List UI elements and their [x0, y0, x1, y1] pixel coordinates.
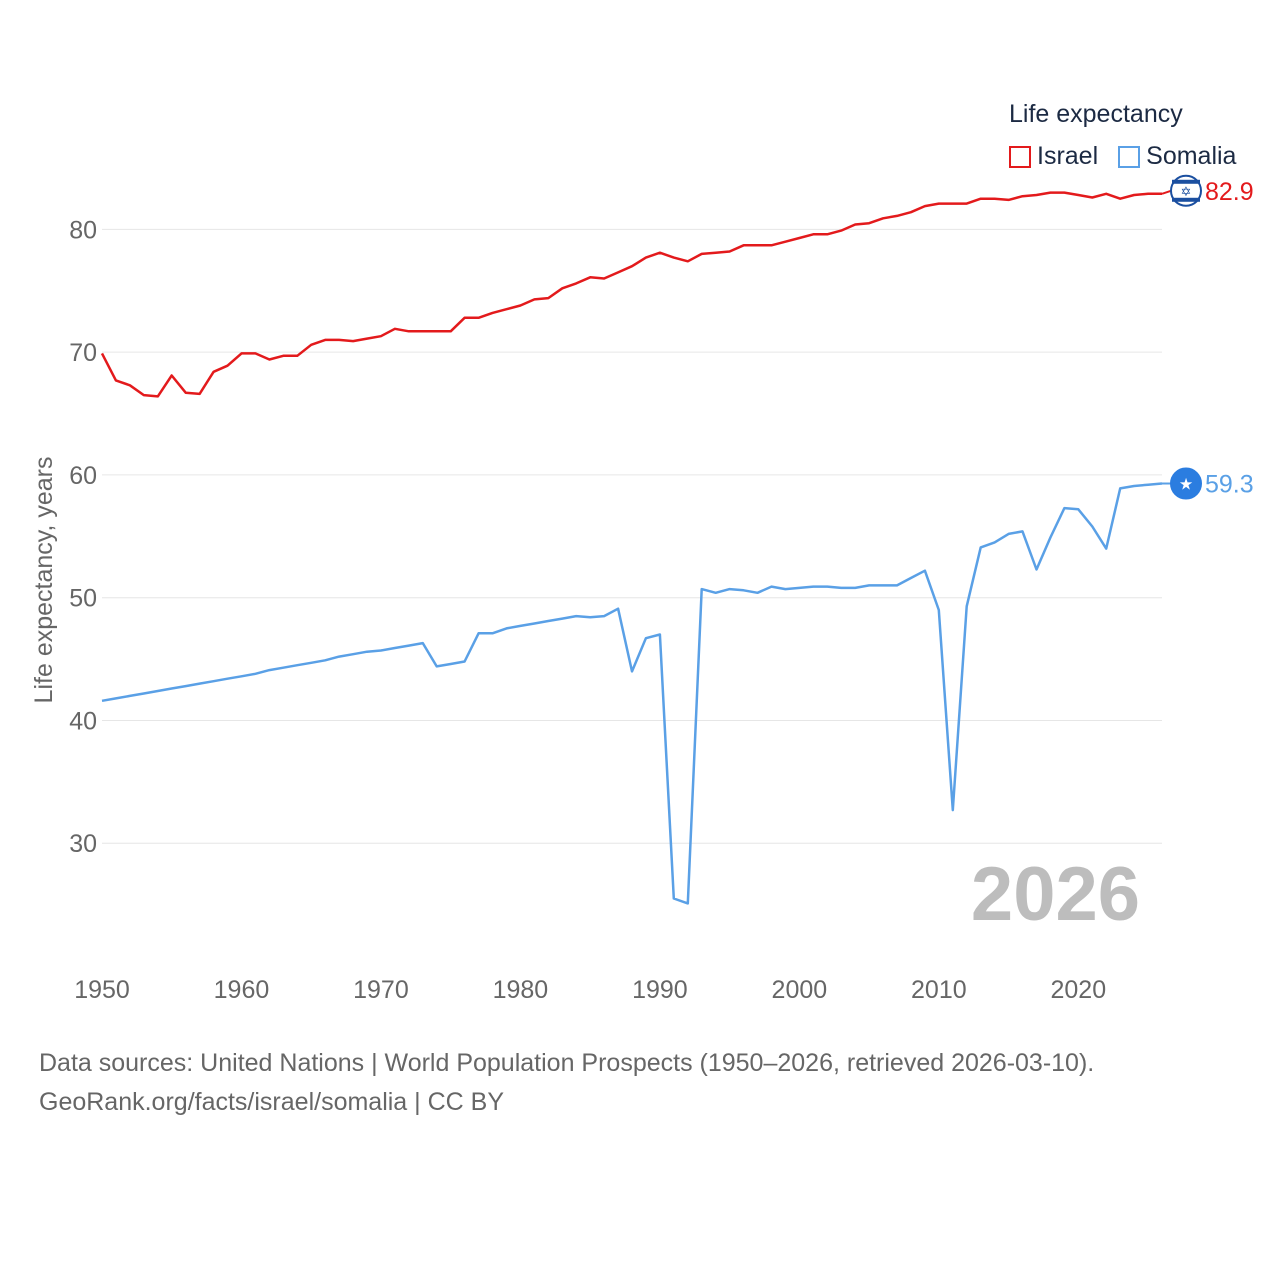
x-tick-label-1960: 1960 — [214, 976, 270, 1004]
y-axis-label: Life expectancy, years — [30, 457, 58, 704]
x-tick-label-1970: 1970 — [353, 976, 409, 1004]
star-of-david-icon: ✡ — [1181, 184, 1192, 199]
end-value-label-israel: 82.9 — [1205, 178, 1254, 206]
series-line-somalia — [101, 482, 1163, 905]
legend: Israel Somalia — [1009, 142, 1256, 171]
x-tick-label-1980: 1980 — [493, 976, 549, 1004]
legend-swatch-israel — [1009, 145, 1031, 168]
legend-item-israel[interactable]: Israel — [1009, 142, 1098, 171]
flag-stripe-top-israel — [1172, 179, 1200, 184]
y-tick-label-80: 80 — [69, 216, 97, 244]
y-tick-label-60: 60 — [69, 462, 97, 490]
x-tick-label-2000: 2000 — [772, 976, 828, 1004]
legend-title: Life expectancy — [1009, 100, 1183, 128]
y-tick-label-70: 70 — [69, 339, 97, 367]
source-line: Data sources: United Nations | World Pop… — [39, 1049, 1095, 1077]
x-tick-label-2020: 2020 — [1051, 976, 1107, 1004]
end-connector-israel — [1161, 189, 1172, 195]
x-tick-label-1990: 1990 — [632, 976, 688, 1004]
flag-stripe-bottom-israel — [1172, 197, 1200, 202]
x-tick-label-2010: 2010 — [911, 976, 967, 1004]
legend-swatch-somalia — [1118, 145, 1141, 168]
attribution-line[interactable]: GeoRank.org/facts/israel/somalia | CC BY — [39, 1088, 505, 1116]
source-footer: Data sources: United Nations | World Pop… — [39, 1044, 1094, 1122]
legend-item-somalia[interactable]: Somalia — [1118, 142, 1236, 171]
legend-label-somalia: Somalia — [1146, 142, 1237, 170]
y-tick-label-30: 30 — [69, 830, 97, 858]
white-star-icon: ★ — [1179, 477, 1193, 494]
flag-marker-somalia — [1170, 467, 1202, 500]
y-tick-label-50: 50 — [69, 585, 97, 613]
y-tick-label-40: 40 — [69, 707, 97, 735]
x-tick-label-1950: 1950 — [74, 976, 130, 1004]
year-watermark: 2026 — [971, 852, 1140, 937]
legend-label-israel: Israel — [1037, 142, 1099, 170]
series-line-israel — [100, 191, 1162, 398]
line-chart: 30 40 50 60 70 80 1950 1960 1970 1980 1990 2000 2010… — [30, 174, 1254, 1004]
end-value-label-somalia: 59.3 — [1205, 471, 1254, 499]
